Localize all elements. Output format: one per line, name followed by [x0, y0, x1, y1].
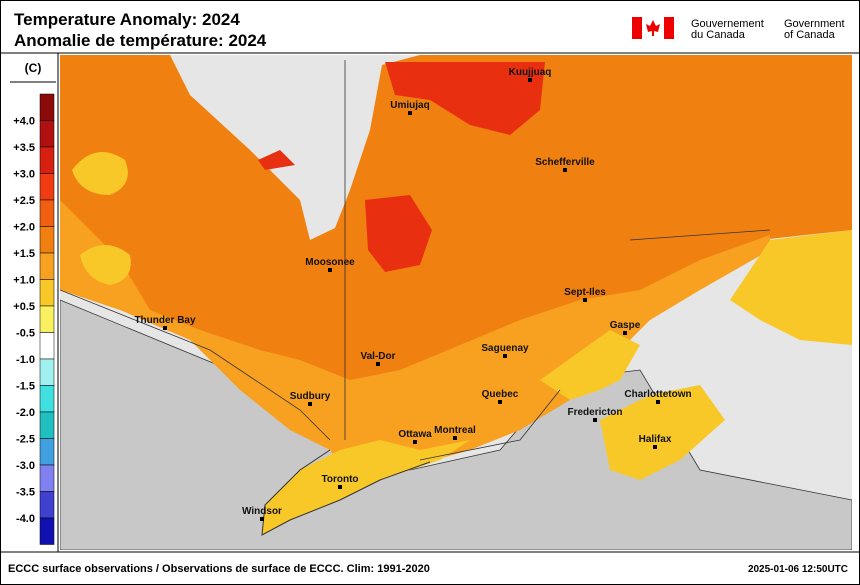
city-marker [163, 326, 167, 330]
city-marker [260, 517, 264, 521]
legend-label: -3.5 [16, 487, 35, 499]
gov-fr: du Canada [691, 29, 746, 41]
legend-label: +2.5 [13, 195, 35, 207]
city-marker [413, 440, 417, 444]
canada-flag [632, 17, 674, 39]
city-marker [583, 298, 587, 302]
legend-label: -1.0 [16, 354, 35, 366]
city-label: Kuujjuaq [509, 67, 552, 78]
legend-label: -4.0 [16, 513, 35, 525]
city-label: Fredericton [567, 407, 622, 418]
legend-swatch [39, 173, 55, 201]
legend-swatch [39, 464, 55, 492]
city-marker [308, 402, 312, 406]
city-label: Thunder Bay [134, 315, 196, 326]
legend-swatch [39, 226, 55, 254]
city-label: Saguenay [481, 343, 529, 354]
city-label: Moosonee [305, 257, 355, 268]
legend-swatch [39, 385, 55, 413]
city-label: Gaspe [610, 320, 641, 331]
legend-label: -3.0 [16, 460, 35, 472]
city-label: Ottawa [398, 429, 432, 440]
city-label: Windsor [242, 506, 282, 517]
legend-label: -2.0 [16, 407, 35, 419]
city-label: Quebec [482, 389, 519, 400]
legend-label: +4.0 [13, 116, 35, 128]
legend-swatch [39, 279, 55, 307]
legend-swatch [39, 517, 55, 545]
legend-label: +3.0 [13, 169, 35, 181]
legend-swatch [39, 93, 55, 121]
legend: +4.0 +3.5 +3.0 +2.5 +2.0 +1.5 +1.0 +0.5 -0.5 -1.0… [13, 93, 55, 545]
city-label: Sudbury [290, 391, 331, 402]
city-marker [528, 78, 532, 82]
city-label: Halifax [639, 434, 672, 445]
city-layer: Kuujjuaq Umiujaq Schefferville Moosonee Sept… [134, 67, 692, 521]
map [60, 55, 852, 550]
city-marker [453, 436, 457, 440]
title-en: Temperature Anomaly: 2024 [14, 10, 240, 29]
legend-swatch [39, 120, 55, 148]
city-marker [408, 111, 412, 115]
city-label: Schefferville [535, 157, 595, 168]
city-label: Sept-Iles [564, 287, 606, 298]
city-marker [338, 485, 342, 489]
city-marker [593, 418, 597, 422]
legend-swatch [39, 252, 55, 280]
city-marker [656, 400, 660, 404]
city-marker [503, 354, 507, 358]
legend-swatch [39, 305, 55, 333]
footer-source: ECCC surface observations / Observations… [8, 563, 430, 575]
gov-fr: Gouvernement [691, 18, 764, 30]
legend-swatch [39, 199, 55, 227]
footer-timestamp: 2025-01-06 12:50UTC [748, 564, 848, 575]
city-label: Montreal [434, 425, 476, 436]
legend-swatch [39, 491, 55, 519]
legend-swatch [39, 438, 55, 466]
city-marker [653, 445, 657, 449]
city-marker [498, 400, 502, 404]
city-marker [376, 362, 380, 366]
city-label: Umiujaq [390, 100, 429, 111]
legend-label: +1.0 [13, 275, 35, 287]
city-marker [623, 331, 627, 335]
legend-label: +0.5 [13, 301, 35, 313]
legend-label: +2.0 [13, 222, 35, 234]
city-label: Val-Dor [360, 351, 395, 362]
gov-en: Government [784, 18, 845, 30]
city-marker [328, 268, 332, 272]
legend-swatch [39, 146, 55, 174]
legend-label: -2.5 [16, 434, 35, 446]
legend-label: -1.5 [16, 381, 35, 393]
legend-unit: (C) [25, 61, 42, 75]
legend-label: +3.5 [13, 142, 35, 154]
legend-swatch [39, 411, 55, 439]
title-fr: Anomalie de température: 2024 [14, 31, 267, 50]
legend-label: -0.5 [16, 328, 35, 340]
city-marker [563, 168, 567, 172]
city-label: Charlottetown [624, 389, 691, 400]
city-label: Toronto [321, 474, 358, 485]
legend-label: +1.5 [13, 248, 35, 260]
legend-swatch [39, 358, 55, 386]
gov-en: of Canada [784, 29, 836, 41]
legend-swatch [39, 332, 55, 360]
